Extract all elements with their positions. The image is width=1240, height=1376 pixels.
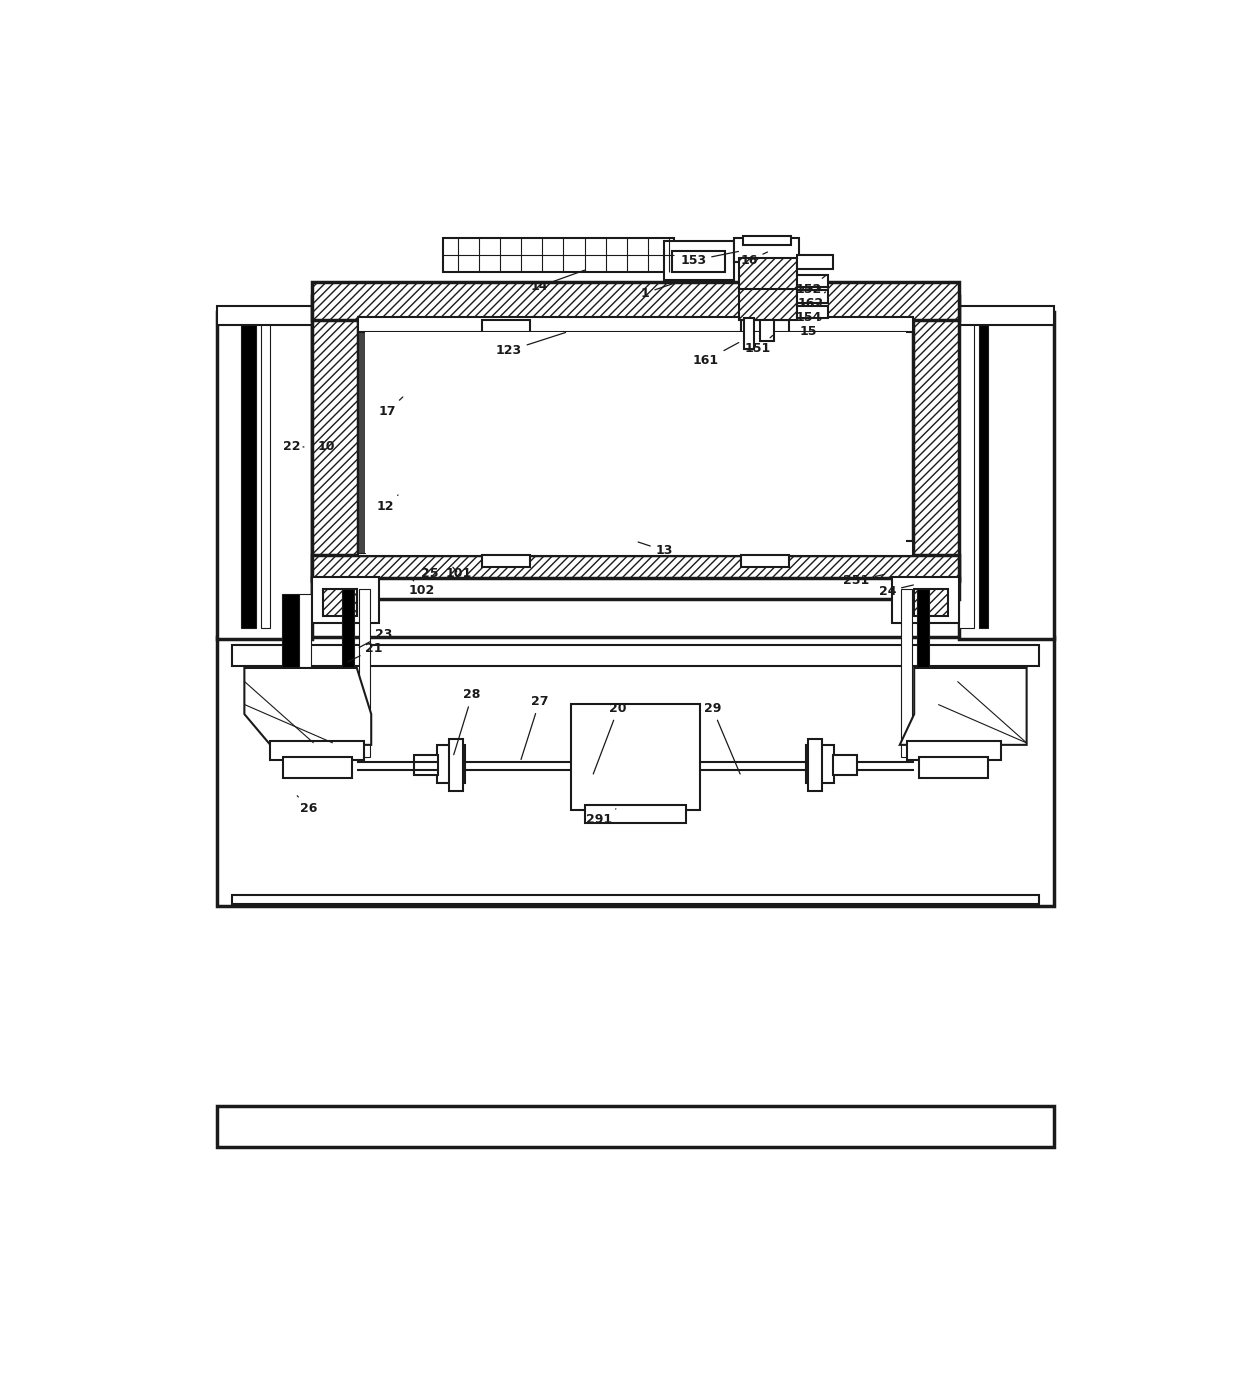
Bar [358, 589, 371, 757]
Text: 101: 101 [445, 567, 471, 581]
Polygon shape [244, 667, 371, 744]
Bar [797, 305, 828, 318]
Text: 162: 162 [797, 292, 826, 310]
Text: 23: 23 [360, 627, 392, 648]
Bar [892, 577, 960, 623]
Bar [960, 312, 1054, 638]
Bar [260, 321, 270, 627]
Bar [283, 757, 352, 779]
Text: 102: 102 [409, 579, 435, 597]
Text: 1: 1 [641, 282, 676, 300]
Bar [436, 744, 465, 783]
Text: 12: 12 [377, 495, 398, 513]
Text: 13: 13 [639, 542, 673, 557]
Bar [978, 321, 988, 627]
Bar [481, 555, 529, 567]
Text: 152: 152 [795, 275, 826, 296]
Bar [358, 318, 913, 332]
Bar [217, 1106, 1054, 1146]
Text: 153: 153 [680, 252, 739, 267]
Bar [807, 739, 822, 791]
Bar [742, 555, 790, 567]
Bar [960, 305, 1054, 325]
Bar [232, 645, 1039, 666]
Text: 26: 26 [298, 795, 317, 815]
Bar [311, 577, 379, 623]
Bar [217, 312, 311, 638]
Bar [449, 739, 464, 791]
Text: 21: 21 [347, 643, 383, 662]
Bar [311, 296, 358, 579]
Bar [232, 894, 1039, 904]
Text: 14: 14 [531, 270, 585, 293]
Text: 10: 10 [317, 440, 335, 454]
Bar [281, 594, 299, 757]
Text: 28: 28 [454, 688, 481, 754]
Bar [832, 755, 857, 775]
Bar [311, 555, 960, 582]
Bar [444, 238, 675, 272]
Bar [960, 321, 973, 627]
Bar [734, 238, 799, 263]
Text: 27: 27 [521, 695, 548, 760]
Bar [414, 755, 439, 775]
Bar [739, 257, 797, 292]
Text: 29: 29 [703, 702, 740, 775]
Text: 291: 291 [587, 809, 616, 827]
Bar [797, 290, 828, 303]
Bar [572, 705, 699, 810]
Bar [366, 332, 905, 553]
Bar [918, 589, 929, 757]
Bar [797, 275, 828, 288]
Bar [797, 255, 833, 270]
Bar [481, 321, 529, 332]
Text: 20: 20 [593, 702, 627, 773]
Text: 24: 24 [878, 585, 914, 597]
Bar [665, 241, 734, 279]
Bar [742, 321, 790, 332]
Bar [744, 318, 754, 350]
Bar [270, 742, 365, 760]
Bar [906, 742, 1001, 760]
Bar [242, 321, 255, 627]
Bar [672, 250, 725, 272]
Text: 151: 151 [744, 336, 773, 355]
Text: 17: 17 [378, 396, 403, 418]
Text: 25: 25 [422, 567, 439, 581]
Bar [743, 235, 791, 245]
Text: 251: 251 [843, 574, 884, 588]
Bar [914, 589, 947, 616]
Bar [584, 805, 687, 823]
Text: 15: 15 [800, 319, 821, 338]
Bar [311, 578, 960, 599]
Text: 161: 161 [693, 343, 739, 367]
Bar [900, 589, 913, 757]
Bar [358, 332, 366, 553]
Bar [739, 289, 797, 321]
Polygon shape [900, 667, 1027, 744]
Bar [913, 296, 960, 579]
Bar [299, 594, 311, 757]
Text: 22: 22 [283, 440, 304, 454]
Bar [324, 589, 357, 616]
Bar [919, 757, 988, 779]
Bar [311, 282, 960, 321]
Text: 123: 123 [496, 333, 565, 358]
Bar [342, 589, 353, 757]
Bar [217, 637, 1054, 907]
Text: 16: 16 [740, 252, 768, 267]
Text: 154: 154 [795, 307, 826, 323]
Bar [806, 744, 835, 783]
Bar [217, 305, 311, 325]
Bar [760, 321, 774, 341]
Bar [358, 541, 913, 556]
